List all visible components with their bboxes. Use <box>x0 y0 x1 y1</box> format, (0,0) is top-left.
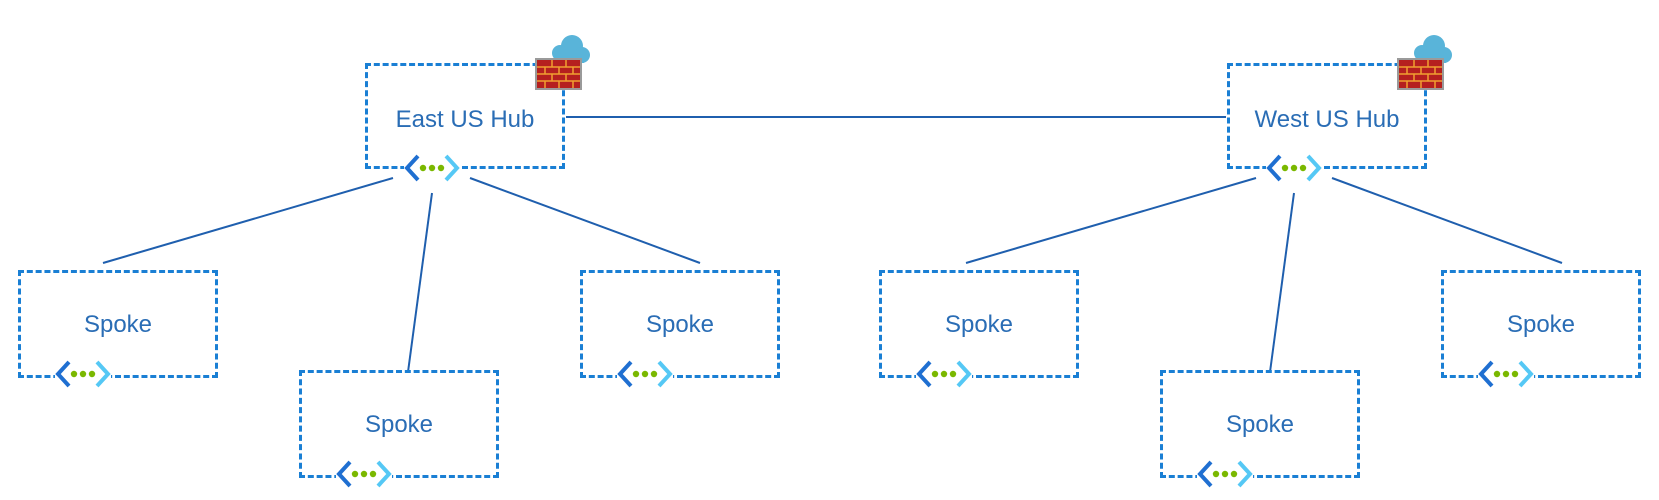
spoke-label: Spoke <box>83 311 153 338</box>
spoke-vnet: Spoke <box>879 270 1079 378</box>
virtual-network-icon <box>1478 359 1534 389</box>
connector-west-spoke-1 <box>965 177 1257 264</box>
virtual-network-icon <box>55 359 111 389</box>
spoke-label: Spoke <box>1225 411 1295 438</box>
spoke-vnet: Spoke <box>1160 370 1360 478</box>
connector-east-spoke-3 <box>469 177 701 264</box>
connector-east-spoke-2 <box>407 192 433 373</box>
spoke-vnet: Spoke <box>18 270 218 378</box>
hub-label: West US Hub <box>1254 106 1400 133</box>
spoke-label: Spoke <box>645 311 715 338</box>
virtual-network-icon <box>617 359 673 389</box>
spoke-vnet: Spoke <box>299 370 499 478</box>
hub-west-us: West US Hub <box>1227 63 1427 169</box>
firewall-icon <box>1394 30 1456 92</box>
virtual-network-icon <box>336 459 392 489</box>
hub-east-us: East US Hub <box>365 63 565 169</box>
virtual-network-icon <box>1266 153 1322 183</box>
spoke-label: Spoke <box>944 311 1014 338</box>
connector-west-spoke-3 <box>1331 177 1563 264</box>
spoke-label: Spoke <box>364 411 434 438</box>
spoke-vnet: Spoke <box>580 270 780 378</box>
firewall-icon <box>532 30 594 92</box>
connector-east-spoke-1 <box>102 177 394 264</box>
connector-west-spoke-2 <box>1269 192 1295 373</box>
spoke-vnet: Spoke <box>1441 270 1641 378</box>
virtual-network-icon <box>404 153 460 183</box>
virtual-network-icon <box>916 359 972 389</box>
virtual-network-icon <box>1197 459 1253 489</box>
hub-label: East US Hub <box>395 106 535 133</box>
spoke-label: Spoke <box>1506 311 1576 338</box>
